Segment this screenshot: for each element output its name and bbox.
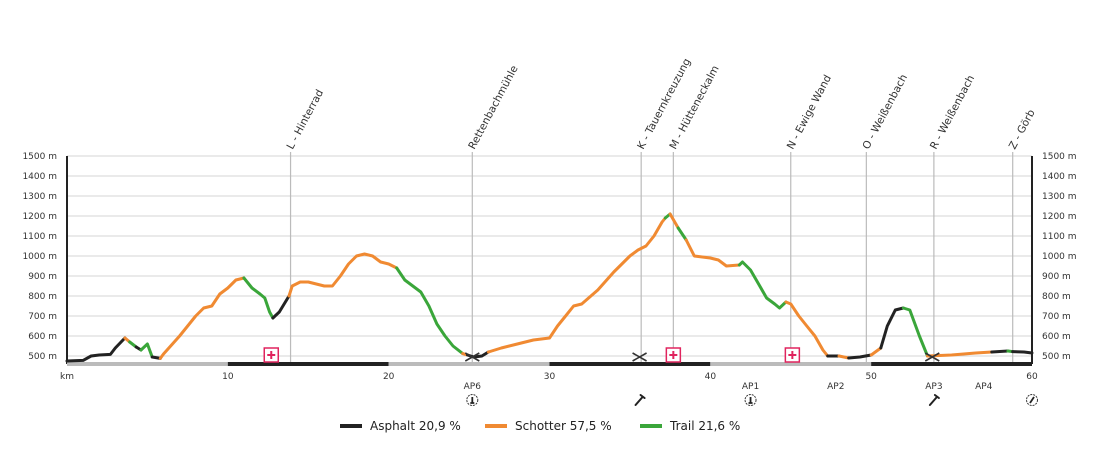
y-tick-label: 500 m	[28, 352, 57, 362]
y-tick-label: 500 m	[1042, 352, 1071, 362]
profile-lines	[65, 212, 1034, 363]
y-tick-label: 600 m	[28, 332, 57, 342]
profile-segment-trail	[901, 306, 929, 358]
y-tick-label: 1200 m	[22, 212, 57, 222]
y-tick-label: 800 m	[28, 292, 57, 302]
aid-point-label: AP6	[464, 382, 482, 392]
y-tick-label: 1100 m	[1042, 232, 1077, 242]
waypoint-label: Z - Görb	[1007, 107, 1038, 151]
legend-item-trail: Trail 21,6 %	[640, 419, 740, 433]
x-axis-band	[388, 362, 550, 366]
profile-segment-trail	[737, 260, 788, 310]
profile-segment-schotter	[287, 252, 399, 298]
crossing-icon	[924, 352, 940, 362]
x-tick-label: 40	[705, 372, 717, 382]
grid	[67, 155, 1032, 357]
waypoint-label: R - Weißenbach	[928, 73, 977, 151]
x-tick-label: 30	[544, 372, 556, 382]
y-tick-label: 800 m	[1042, 292, 1071, 302]
waypoint-label: Rettenbachmühle	[466, 64, 520, 152]
y-tick-label: 1500 m	[1042, 152, 1077, 162]
station-icon	[466, 394, 479, 406]
x-axis-band	[227, 362, 389, 366]
markers	[263, 347, 940, 363]
aid-points: AP6 AP1 AP2 AP3 AP4	[464, 382, 1038, 406]
aid-point-label: AP1	[742, 382, 759, 392]
y-tick-label: 1100 m	[22, 232, 57, 242]
profile-segment-asphalt	[990, 349, 1010, 354]
y-axis-right: 500 m 600 m 700 m 800 m 900 m 1000 m 1100 m 120…	[1042, 152, 1077, 362]
x-axis-band	[549, 362, 711, 366]
profile-segment-asphalt	[65, 336, 127, 363]
y-tick-label: 700 m	[28, 312, 57, 322]
profile-segment-asphalt	[1011, 350, 1034, 355]
legend-label: Schotter 57,5 %	[515, 419, 612, 433]
profile-segment-asphalt	[271, 294, 291, 320]
y-tick-label: 1500 m	[22, 152, 57, 162]
profile-segment-schotter	[837, 354, 851, 360]
legend-item-asphalt: Asphalt 20,9 %	[340, 419, 461, 433]
x-axis-band	[710, 362, 872, 366]
y-tick-label: 600 m	[1042, 332, 1071, 342]
y-tick-label: 1400 m	[22, 172, 57, 182]
x-tick-label: 60	[1026, 372, 1038, 382]
x-tick-label: 50	[865, 372, 877, 382]
legend-item-schotter: Schotter 57,5 %	[485, 419, 612, 433]
profile-segment-schotter	[926, 350, 994, 358]
y-tick-label: 1300 m	[1042, 192, 1077, 202]
first-aid-icon	[784, 347, 801, 363]
x-axis-label: km	[60, 372, 74, 382]
y-tick-label: 1200 m	[1042, 212, 1077, 222]
profile-segment-schotter	[784, 300, 830, 358]
legend-label: Trail 21,6 %	[669, 419, 740, 433]
legend-label: Asphalt 20,9 %	[370, 419, 461, 433]
waypoint-label: L - Hinterrad	[285, 88, 327, 152]
x-axis: km 10 20 30 40 50 60	[60, 156, 1038, 382]
y-tick-label: 900 m	[28, 272, 57, 282]
aid-point-label: AP3	[925, 382, 942, 392]
y-tick-label: 1000 m	[1042, 252, 1077, 262]
profile-segment-schotter	[668, 212, 680, 230]
waypoint-label: O - Weißenbach	[860, 72, 910, 151]
profile-segment-schotter	[486, 216, 667, 354]
profile-segment-trail	[139, 342, 154, 359]
aid-point-label: AP4	[975, 382, 993, 392]
aid-point-label: AP2	[827, 382, 844, 392]
wrench-icon	[928, 394, 940, 406]
profile-segment-trail	[242, 276, 275, 320]
profile-segment-schotter	[158, 276, 246, 360]
y-axis-left: 500 m 600 m 700 m 800 m 900 m 1000 m 1100 m 120…	[22, 152, 57, 362]
profile-segment-asphalt	[879, 306, 905, 350]
crossing-icon	[464, 352, 480, 362]
waypoint-label: N - Ewige Wand	[785, 73, 834, 151]
first-aid-icon	[263, 347, 280, 363]
x-tick-label: 10	[222, 372, 234, 382]
profile-segment-asphalt	[847, 353, 873, 360]
legend: Asphalt 20,9 % Schotter 57,5 % Trail 21,6 …	[340, 419, 740, 433]
y-tick-label: 700 m	[1042, 312, 1071, 322]
first-aid-icon	[665, 347, 682, 363]
crossing-icon	[632, 352, 647, 362]
x-axis-band	[871, 362, 1032, 366]
profile-segment-trail	[395, 266, 465, 356]
y-tick-label: 1000 m	[22, 252, 57, 262]
finish-icon	[1026, 394, 1038, 406]
profile-segment-trail	[676, 226, 688, 242]
x-tick-label: 20	[383, 372, 395, 382]
wrench-icon	[634, 394, 646, 406]
y-tick-label: 900 m	[1042, 272, 1071, 282]
y-tick-label: 1400 m	[1042, 172, 1077, 182]
profile-segment-schotter	[684, 238, 741, 268]
station-icon	[744, 394, 757, 406]
profile-segment-schotter	[869, 346, 883, 357]
y-tick-label: 1300 m	[22, 192, 57, 202]
x-axis-band	[67, 362, 228, 366]
